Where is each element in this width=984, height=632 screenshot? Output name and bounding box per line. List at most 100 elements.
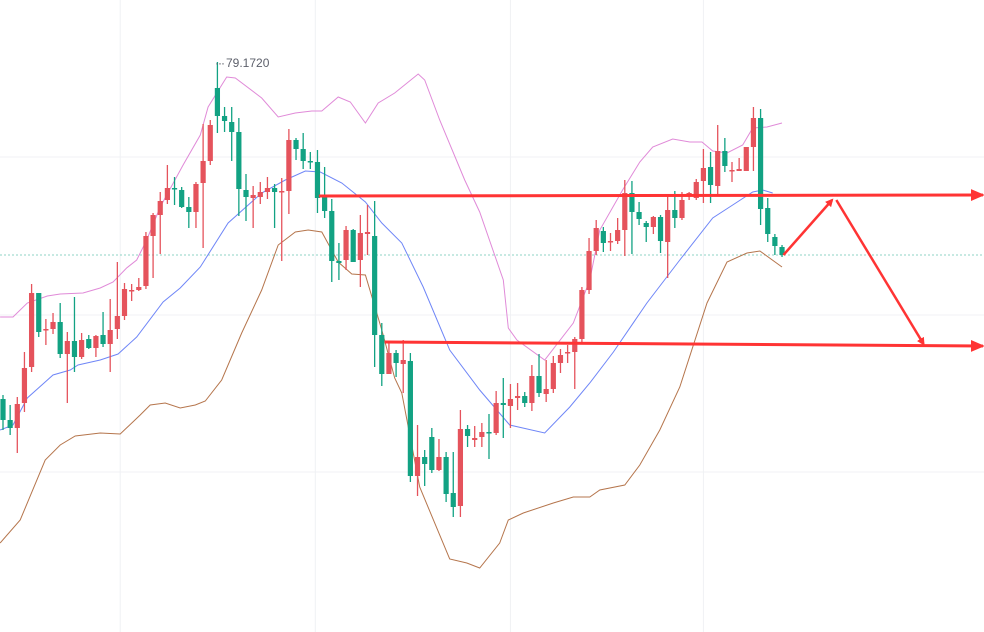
- candle-body-up: [21, 368, 28, 403]
- candle-body-down: [757, 118, 764, 209]
- candle-body-up: [715, 151, 721, 186]
- candle-body-up: [507, 399, 514, 406]
- candle-body-up: [193, 184, 199, 212]
- support-line[interactable]: [384, 339, 984, 352]
- candle-body-up: [665, 210, 671, 242]
- candle-body-down: [307, 161, 313, 163]
- candle-body-up: [572, 339, 578, 352]
- candle-body-up: [364, 232, 371, 234]
- candle-body-up: [622, 193, 628, 230]
- high-price-value: 79.1720: [226, 56, 270, 70]
- candle-body-up: [529, 376, 535, 403]
- candle-body-up: [743, 147, 749, 171]
- candle-body-down: [322, 197, 328, 211]
- candle-body-down: [779, 247, 785, 255]
- projection-down-arrow[interactable]: [835, 199, 925, 346]
- candle-body-up: [686, 193, 692, 195]
- candle-body-down: [707, 167, 714, 185]
- candle-body-down: [443, 457, 449, 494]
- candle-body-down: [422, 457, 428, 464]
- candle-body-up: [543, 389, 549, 394]
- candle-body-down: [379, 335, 385, 374]
- candle-body-up: [93, 336, 99, 348]
- candle-body-up: [343, 230, 349, 260]
- candle-body-down: [186, 207, 192, 212]
- candle-body-up: [150, 215, 156, 236]
- candle-body-up: [386, 353, 392, 374]
- candle-body-down: [57, 322, 63, 354]
- candle-body-up: [550, 363, 556, 389]
- candle-body-down: [171, 188, 178, 190]
- candle-body-up: [607, 241, 614, 243]
- candle-body-up: [157, 201, 163, 215]
- candle-body-up: [14, 404, 20, 428]
- candle-body-down: [643, 223, 649, 227]
- candle-body-down: [271, 188, 278, 192]
- candle-body-up: [264, 188, 271, 192]
- candle-body-up: [579, 290, 585, 339]
- candle-body-down: [314, 162, 321, 198]
- candle-body-down: [71, 341, 78, 357]
- candle-body-up: [79, 340, 85, 357]
- candle-body-up: [279, 191, 285, 193]
- candle-body-down: [236, 132, 242, 189]
- candle-body-down: [429, 437, 435, 470]
- candle-body-up: [615, 230, 621, 241]
- candle-body-down: [464, 429, 471, 436]
- candle-body-up: [679, 200, 685, 218]
- candle-body-down: [629, 193, 635, 212]
- resistance-line[interactable]: [318, 189, 984, 202]
- candle-body-down: [522, 396, 528, 403]
- candle-body-down: [657, 217, 664, 241]
- candle-body-down: [600, 231, 606, 243]
- candle-body-up: [164, 188, 170, 200]
- candle-body-up: [400, 360, 406, 364]
- candle-body-up: [493, 403, 499, 433]
- candle-body-down: [765, 208, 771, 234]
- candle-body-up: [750, 118, 757, 147]
- candles: [0, 62, 785, 517]
- candle-body-up: [414, 457, 421, 476]
- projection-up-arrow[interactable]: [782, 198, 834, 256]
- candle-body-up: [200, 161, 206, 183]
- high-price-label: ··· 79.1720: [215, 56, 270, 70]
- candle-body-down: [329, 211, 335, 261]
- candle-body-up: [514, 396, 521, 398]
- candle-body-up: [729, 170, 735, 172]
- candle-body-down: [486, 432, 492, 434]
- candle-body-down: [407, 361, 413, 476]
- candle-body-up: [479, 432, 485, 437]
- candle-body-down: [36, 293, 42, 332]
- candle-body-up: [143, 236, 149, 286]
- candle-body-up: [700, 168, 707, 181]
- candle-body-up: [129, 290, 135, 292]
- candle-body-up: [357, 233, 363, 260]
- candle-body-up: [257, 192, 263, 197]
- candle-body-down: [214, 88, 221, 116]
- drawings[interactable]: [318, 189, 984, 352]
- candle-body-down: [229, 122, 235, 132]
- candle-body-up: [436, 457, 442, 470]
- candle-body-down: [221, 116, 228, 121]
- candle-body-down: [7, 420, 13, 428]
- candle-body-down: [536, 376, 542, 393]
- candle-body-down: [350, 230, 356, 262]
- candle-body-up: [693, 182, 699, 198]
- candle-body-down: [243, 190, 249, 197]
- candle-body-down: [100, 335, 106, 344]
- candle-body-up: [50, 322, 56, 329]
- candle-body-up: [64, 341, 70, 354]
- candle-body-up: [114, 316, 120, 329]
- candle-body-up: [43, 329, 49, 331]
- candle-body-up: [121, 289, 128, 316]
- candle-body-up: [286, 140, 292, 191]
- candle-body-down: [450, 493, 456, 507]
- upper-band-line: [0, 73, 783, 361]
- candle-body-down: [672, 210, 678, 218]
- candle-body-up: [650, 217, 656, 227]
- candle-body-down: [500, 403, 506, 405]
- candle-body-up: [250, 195, 256, 198]
- candle-body-down: [336, 261, 342, 263]
